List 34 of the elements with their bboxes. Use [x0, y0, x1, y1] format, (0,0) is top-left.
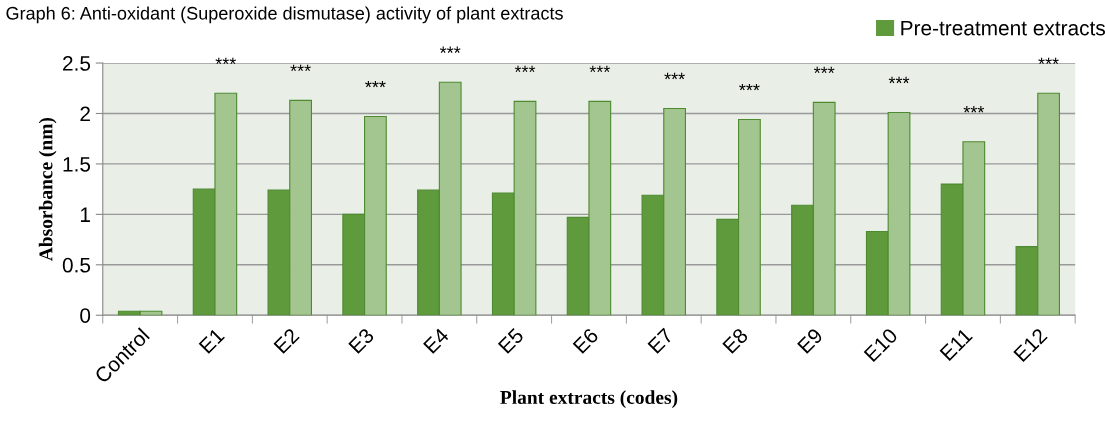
x-tick-label: E11	[939, 327, 973, 361]
annotation: ***	[664, 72, 685, 80]
x-tick-label: E1	[198, 327, 225, 354]
x-tick-label: E12	[1013, 327, 1048, 363]
x-tick-label: E4	[423, 327, 450, 354]
y-tick-label: 2.5	[63, 56, 91, 71]
annotation: ***	[290, 64, 311, 72]
y-tick-label: 0	[80, 308, 91, 323]
annotation: ***	[215, 57, 237, 65]
annotation: ***	[1038, 57, 1059, 65]
annotation: ***	[739, 83, 760, 91]
annotation: ***	[963, 106, 985, 113]
y-axis-title: Absorbance (nm)	[38, 117, 57, 262]
x-tick-label: E5	[497, 327, 525, 354]
text: ***	[439, 46, 461, 53]
chart-title: Graph 6: Anti-oxidant (Superoxide dismutase) activity of plant extracts	[6, 6, 563, 24]
y-tick-label: 1	[80, 207, 90, 222]
y-tick-label: 1.5	[63, 157, 91, 172]
legend-label: Pre-treatment extracts	[901, 20, 1105, 36]
x-tick-label: E9	[796, 327, 824, 354]
x-tick-label: E8	[722, 327, 749, 354]
y-tick-label: 2	[80, 106, 90, 122]
annotation: ***	[589, 65, 611, 73]
y-tick-label: 0.5	[62, 257, 91, 273]
x-tick-label: E10	[863, 327, 899, 363]
annotation: ***	[813, 66, 835, 74]
x-axis-title: Plant extracts (codes)	[500, 390, 678, 408]
x-tick-label: E7	[647, 327, 674, 354]
annotation: ***	[365, 80, 386, 88]
x-tick-label: E3	[348, 327, 375, 354]
annotation: ***	[888, 76, 910, 84]
x-tick-label: E6	[572, 327, 600, 354]
annotation: ***	[514, 65, 536, 73]
x-tick-label: E2	[273, 327, 300, 354]
